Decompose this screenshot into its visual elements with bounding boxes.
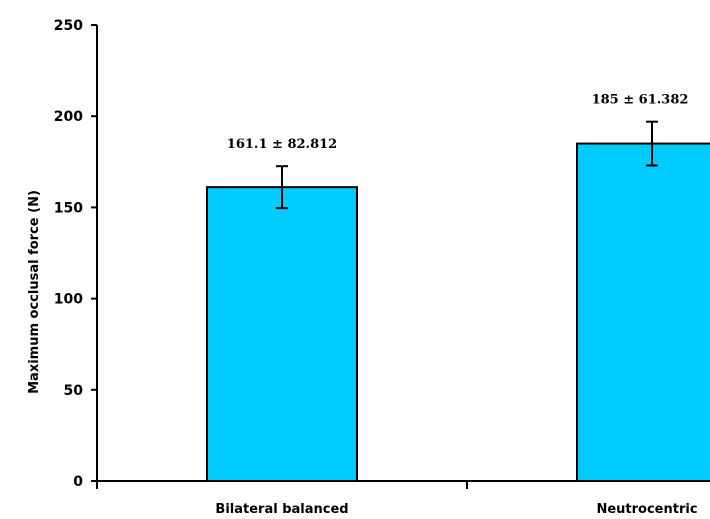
bar [576, 142, 710, 482]
x-tick-label: Bilateral balanced [215, 502, 348, 517]
y-tick-label: 200 [54, 109, 83, 125]
bars [206, 120, 710, 482]
labels: 161.1 ± 82.812 Bilateral balanced 185 ± 61… [215, 93, 697, 517]
y-tick-label: 100 [54, 292, 83, 308]
x-tick-label: Neutrocentric [596, 502, 697, 517]
data-label: 161.1 ± 82.812 [227, 137, 337, 152]
y-axis-label: Maximum occlusal force (N) [27, 190, 42, 394]
data-label: 185 ± 61.382 [592, 93, 689, 108]
y-tick-label: 250 [54, 18, 83, 34]
y-tick-label: 0 [73, 474, 83, 490]
y-tick-label: 50 [64, 383, 84, 399]
axes: 0 50 100 150 200 250 [54, 18, 710, 490]
bar [206, 186, 358, 482]
y-tick-label: 150 [54, 200, 83, 216]
